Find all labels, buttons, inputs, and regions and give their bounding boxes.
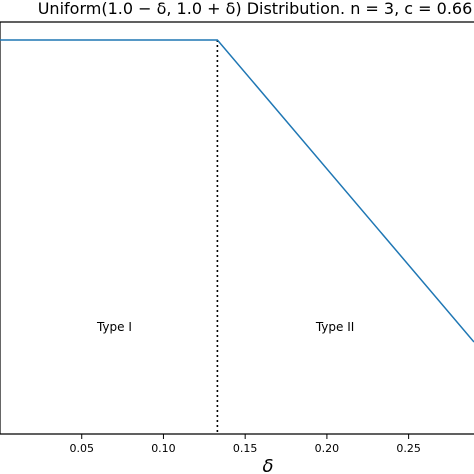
x-tick-label: 0.15 [233,442,258,455]
chart-title: Uniform(1.0 − δ, 1.0 + δ) Distribution. … [38,0,473,18]
plot-area [0,21,474,435]
x-axis-label: δ [262,456,273,474]
x-tick-label: 0.10 [151,442,176,455]
x-tick-label: 0.20 [315,442,340,455]
annotation-type-i: Type I [96,320,132,334]
x-tick-label: 0.25 [396,442,421,455]
x-tick-label: 0.05 [69,442,94,455]
x-ticks: 0.05 0.10 0.15 0.20 0.25 [69,434,421,455]
annotation-type-ii: Type II [315,320,354,334]
series-line [0,39,474,343]
